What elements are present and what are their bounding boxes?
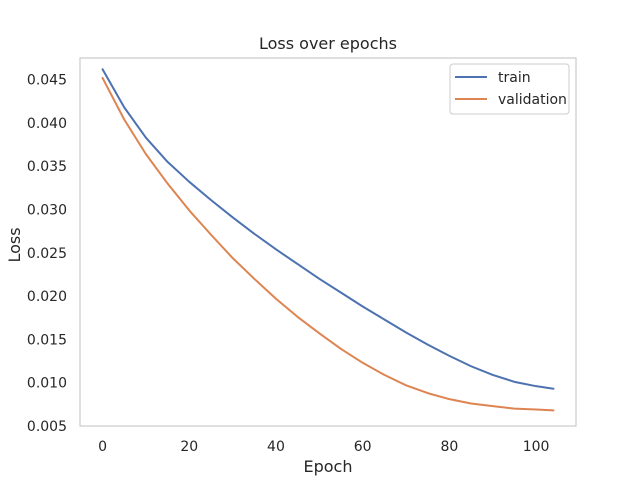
y-tick-label: 0.040 [27, 116, 67, 132]
y-tick-label: 0.025 [27, 246, 67, 262]
series-line-train [101, 68, 555, 390]
x-tick-label: 40 [267, 439, 285, 455]
x-axis-label: Epoch [304, 457, 353, 476]
x-tick-label: 60 [354, 439, 372, 455]
plot-background [80, 58, 576, 426]
plot-frame [79, 57, 577, 427]
x-tick-label: 0 [98, 439, 107, 455]
y-tick-label: 0.045 [27, 73, 67, 89]
x-tick-label: 80 [440, 439, 458, 455]
y-tick-label: 0.030 [27, 203, 67, 219]
y-tick-label: 0.005 [27, 419, 67, 435]
legend-label-train: train [498, 70, 531, 86]
y-tick-label: 0.020 [27, 289, 67, 305]
y-tick-label: 0.010 [27, 376, 67, 392]
series-line-validation [101, 76, 555, 412]
y-tick-label: 0.035 [27, 159, 67, 175]
x-tick-label: 20 [180, 439, 198, 455]
chart-title: Loss over epochs [259, 34, 397, 53]
legend-label-validation: validation [498, 92, 567, 108]
y-axis-label: Loss [5, 227, 24, 262]
y-tick-label: 0.015 [27, 332, 67, 348]
x-tick-label: 100 [523, 439, 550, 455]
plot-area: 0 20 40 60 80 100 0.005 0.010 0.015 0.020 0.025 0.0… [27, 57, 577, 455]
